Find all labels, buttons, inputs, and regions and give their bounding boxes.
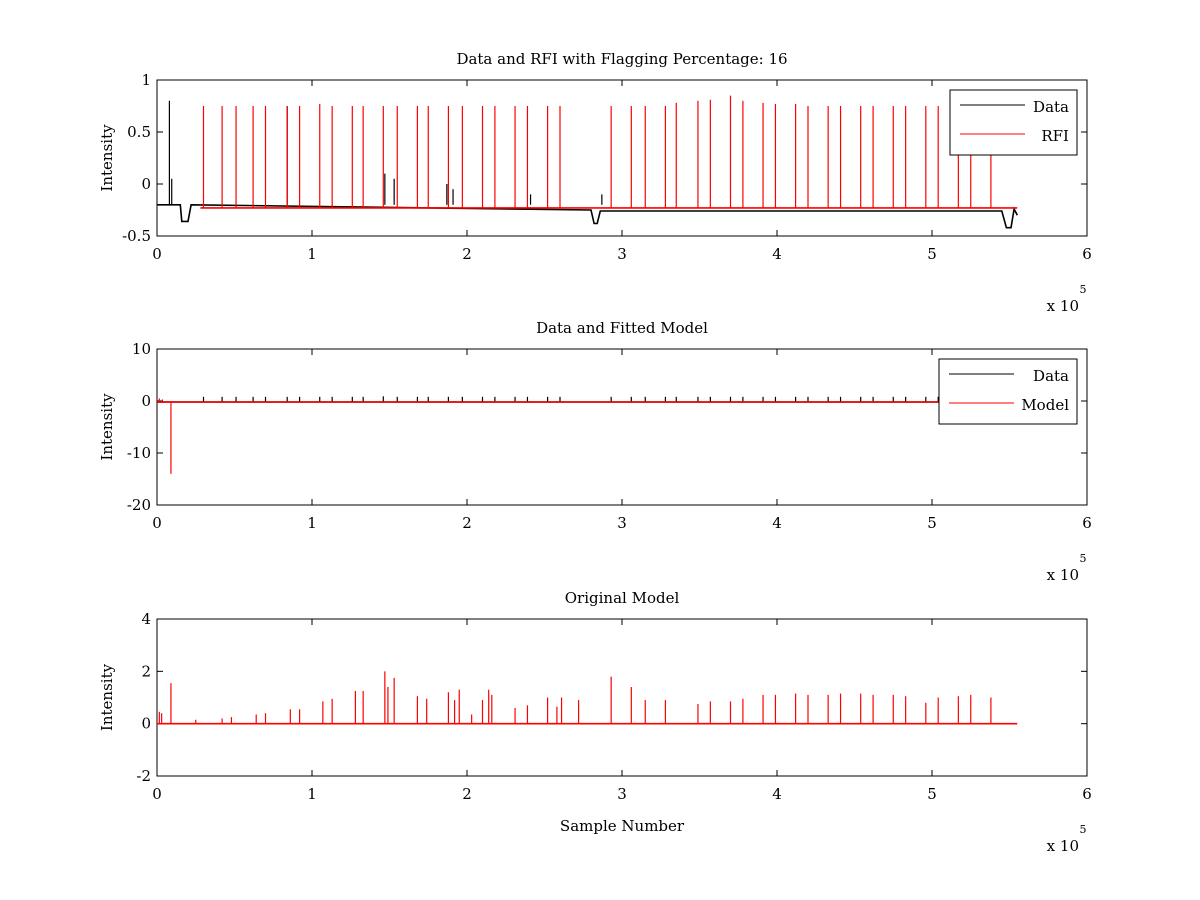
y-tick-label: 4 [141,610,151,628]
x-tick-label: 1 [307,785,317,803]
legend: Data Model [938,358,1078,425]
series-model [157,671,1018,725]
y-tick-label: 0 [141,715,151,733]
chart-1: Data and RFI with Flagging Percentage: 1… [98,50,1092,315]
y-axis-label: Intensity [98,124,116,192]
x-axis-exponent: 5 [1080,552,1087,565]
series-model [157,398,1018,474]
x-axis-multiplier: x 10 [1047,566,1079,584]
x-tick-label: 0 [152,514,162,532]
y-tick-label: -0.5 [122,227,151,245]
x-tick-label: 4 [772,514,782,532]
y-axis-label: Intensity [98,393,116,461]
x-tick-label: 2 [462,245,472,263]
legend-label: Data [1033,367,1069,385]
x-tick-label: 3 [617,514,627,532]
x-tick-label: 2 [462,785,472,803]
x-tick-label: 3 [617,245,627,263]
x-tick-label: 0 [152,785,162,803]
x-axis-exponent: 5 [1080,283,1087,296]
x-tick-label: 6 [1082,514,1092,532]
x-tick-label: 4 [772,245,782,263]
x-tick-label: 5 [927,514,937,532]
x-tick-label: 5 [927,785,937,803]
chart-2: Data and Fitted Model 0 1 2 3 4 5 6 -20 -10 0 10 Int… [98,319,1092,584]
plot-series-group [157,396,1018,474]
y-tick-label: -2 [136,767,151,785]
x-tick-label: 1 [307,514,317,532]
x-tick-label: 4 [772,785,782,803]
plot-area [156,348,1088,506]
legend-box [949,89,1078,156]
plot-area [156,79,1088,237]
chart-title: Data and RFI with Flagging Percentage: 1… [456,50,787,68]
x-axis-exponent: 5 [1080,823,1087,836]
x-axis-multiplier: x 10 [1047,297,1079,315]
y-tick-label: 2 [141,662,151,680]
chart-title: Data and Fitted Model [536,319,708,337]
series-baseline [157,203,1019,229]
x-tick-label: 6 [1082,245,1092,263]
legend-label: Data [1033,98,1069,116]
y-tick-label: -20 [127,496,151,514]
y-tick-label: -10 [127,444,151,462]
plot-series-group [157,95,1019,229]
legend: Data RFI [949,89,1078,156]
y-tick-label: 0.5 [127,123,151,141]
x-tick-label: 1 [307,245,317,263]
x-tick-label: 0 [152,245,162,263]
y-tick-label: 1 [141,71,151,89]
x-axis-multiplier: x 10 [1047,837,1079,855]
y-tick-label: 10 [132,340,151,358]
x-axis-label: Sample Number [560,817,685,835]
x-tick-label: 3 [617,785,627,803]
chart-title: Original Model [565,589,680,607]
x-tick-label: 5 [927,245,937,263]
legend-label: RFI [1041,127,1069,145]
series-rfi [200,95,1018,209]
y-axis-label: Intensity [98,663,116,731]
x-tick-label: 2 [462,514,472,532]
legend-label: Model [1021,396,1069,414]
legend-box [938,358,1078,425]
plot-area [156,618,1088,777]
y-tick-label: 0 [141,392,151,410]
plot-series-group [157,671,1018,725]
x-tick-label: 6 [1082,785,1092,803]
y-tick-label: 0 [141,175,151,193]
